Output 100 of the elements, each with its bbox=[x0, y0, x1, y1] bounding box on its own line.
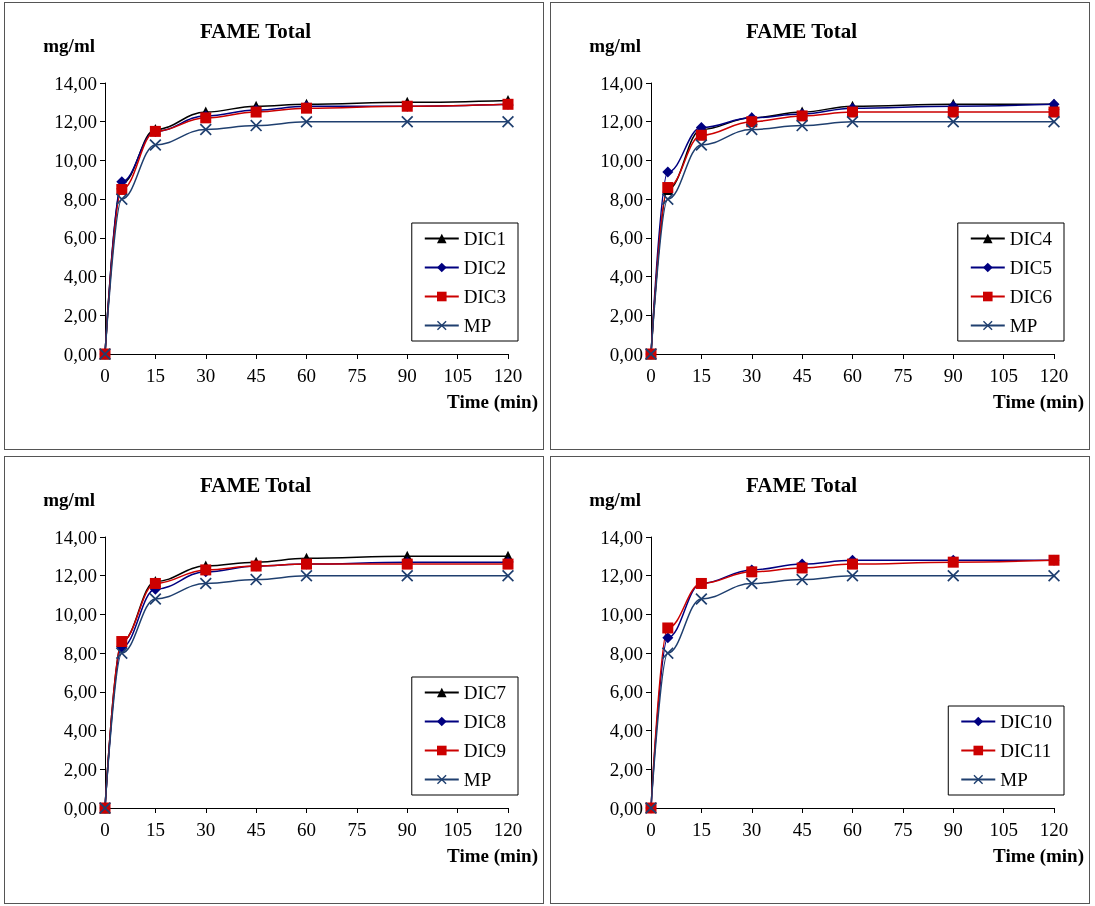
y-tick-label: 12,00 bbox=[600, 111, 643, 133]
x-tick-label: 60 bbox=[297, 365, 316, 386]
y-tick-label: 6,00 bbox=[63, 681, 97, 703]
x-tick-label: 45 bbox=[792, 819, 812, 840]
x-tick-label: 0 bbox=[646, 365, 656, 386]
y-tick-label: 10,00 bbox=[600, 603, 643, 625]
point bbox=[695, 129, 707, 141]
y-tick-label: 2,00 bbox=[63, 304, 97, 326]
legend-label: DIC7 bbox=[463, 682, 507, 703]
y-tick-label: 2,00 bbox=[609, 758, 643, 780]
point bbox=[116, 183, 128, 195]
y-tick-label: 0,00 bbox=[63, 797, 97, 819]
y-tick-label: 4,00 bbox=[63, 720, 97, 742]
point bbox=[847, 106, 858, 118]
y-tick-label: 6,00 bbox=[609, 681, 643, 703]
point bbox=[115, 193, 128, 206]
point bbox=[947, 106, 959, 118]
y-tick-label: 0,00 bbox=[63, 343, 97, 365]
point bbox=[662, 166, 674, 178]
y-axis-title: mg/ml bbox=[43, 35, 95, 56]
x-tick-label: 45 bbox=[792, 365, 812, 386]
x-tick-label: 15 bbox=[145, 365, 165, 386]
point bbox=[662, 632, 674, 644]
y-tick-label: 2,00 bbox=[63, 758, 97, 780]
y-tick-label: 8,00 bbox=[63, 642, 97, 664]
chart-title: FAME Total bbox=[200, 472, 312, 497]
y-tick-label: 6,00 bbox=[609, 227, 643, 249]
x-axis-title: Time (min) bbox=[447, 391, 538, 413]
point bbox=[1048, 106, 1060, 118]
x-axis-title: Time (min) bbox=[993, 845, 1084, 867]
x-tick-label: 45 bbox=[246, 365, 266, 386]
x-tick-label: 0 bbox=[100, 819, 110, 840]
legend-label: DIC5 bbox=[1009, 257, 1053, 278]
x-tick-label: 105 bbox=[989, 365, 1018, 386]
x-tick-label: 30 bbox=[742, 365, 762, 386]
y-tick-label: 4,00 bbox=[609, 720, 643, 742]
x-tick-label: 90 bbox=[943, 819, 963, 840]
point bbox=[847, 558, 858, 570]
point bbox=[115, 647, 128, 660]
y-tick-label: 8,00 bbox=[609, 642, 643, 664]
y-tick-label: 14,00 bbox=[600, 72, 643, 94]
point bbox=[662, 622, 674, 634]
y-axis-title: mg/ml bbox=[43, 489, 95, 510]
x-axis-title: Time (min) bbox=[993, 391, 1084, 413]
x-tick-label: 120 bbox=[1039, 365, 1069, 386]
x-tick-label: 15 bbox=[691, 365, 711, 386]
point bbox=[401, 569, 414, 582]
x-tick-label: 105 bbox=[989, 819, 1018, 840]
y-axis-title: mg/ml bbox=[589, 489, 641, 510]
y-tick-label: 10,00 bbox=[54, 149, 97, 171]
x-tick-label: 0 bbox=[646, 819, 656, 840]
y-tick-label: 8,00 bbox=[609, 188, 643, 210]
y-tick-label: 14,00 bbox=[600, 526, 643, 548]
y-tick-label: 12,00 bbox=[600, 565, 643, 587]
x-tick-label: 120 bbox=[493, 365, 523, 386]
x-tick-label: 30 bbox=[742, 819, 762, 840]
legend-label: DIC8 bbox=[463, 711, 507, 732]
legend-label: DIC2 bbox=[463, 257, 507, 278]
x-tick-label: 90 bbox=[397, 819, 417, 840]
y-tick-label: 6,00 bbox=[63, 227, 97, 249]
legend-label: DIC4 bbox=[1009, 228, 1053, 249]
y-tick-label: 2,00 bbox=[609, 304, 643, 326]
y-tick-label: 12,00 bbox=[54, 565, 97, 587]
point bbox=[746, 116, 758, 128]
legend-label: MP bbox=[463, 315, 492, 336]
x-tick-label: 75 bbox=[893, 819, 913, 840]
x-axis-title: Time (min) bbox=[447, 845, 538, 867]
x-tick-label: 30 bbox=[196, 365, 216, 386]
legend-label: DIC11 bbox=[1000, 740, 1052, 761]
x-tick-label: 105 bbox=[443, 819, 472, 840]
point bbox=[401, 115, 414, 128]
y-tick-label: 10,00 bbox=[54, 603, 97, 625]
y-tick-label: 14,00 bbox=[54, 72, 97, 94]
point bbox=[947, 569, 960, 582]
x-tick-label: 75 bbox=[893, 365, 913, 386]
y-tick-label: 4,00 bbox=[63, 266, 97, 288]
x-tick-label: 90 bbox=[397, 365, 417, 386]
legend-label: DIC6 bbox=[1009, 286, 1053, 307]
legend-label: DIC10 bbox=[1000, 711, 1053, 732]
point bbox=[661, 193, 674, 206]
x-tick-label: 120 bbox=[1039, 819, 1069, 840]
y-tick-label: 4,00 bbox=[609, 266, 643, 288]
y-axis-title: mg/ml bbox=[589, 35, 641, 56]
legend-label: MP bbox=[1000, 769, 1028, 790]
legend-label: DIC9 bbox=[463, 740, 507, 761]
chart-title: FAME Total bbox=[746, 472, 858, 497]
y-tick-label: 0,00 bbox=[609, 343, 643, 365]
x-tick-label: 45 bbox=[246, 819, 266, 840]
x-tick-label: 60 bbox=[297, 819, 316, 840]
x-tick-label: 90 bbox=[943, 365, 963, 386]
legend-label: MP bbox=[463, 769, 492, 790]
point bbox=[796, 562, 808, 574]
x-tick-label: 75 bbox=[347, 365, 367, 386]
x-tick-label: 0 bbox=[100, 365, 110, 386]
chart-title: FAME Total bbox=[200, 18, 312, 43]
y-tick-label: 0,00 bbox=[609, 797, 643, 819]
y-tick-label: 8,00 bbox=[63, 188, 97, 210]
y-tick-label: 12,00 bbox=[54, 111, 97, 133]
legend-label: DIC3 bbox=[463, 286, 507, 307]
point bbox=[947, 115, 960, 128]
